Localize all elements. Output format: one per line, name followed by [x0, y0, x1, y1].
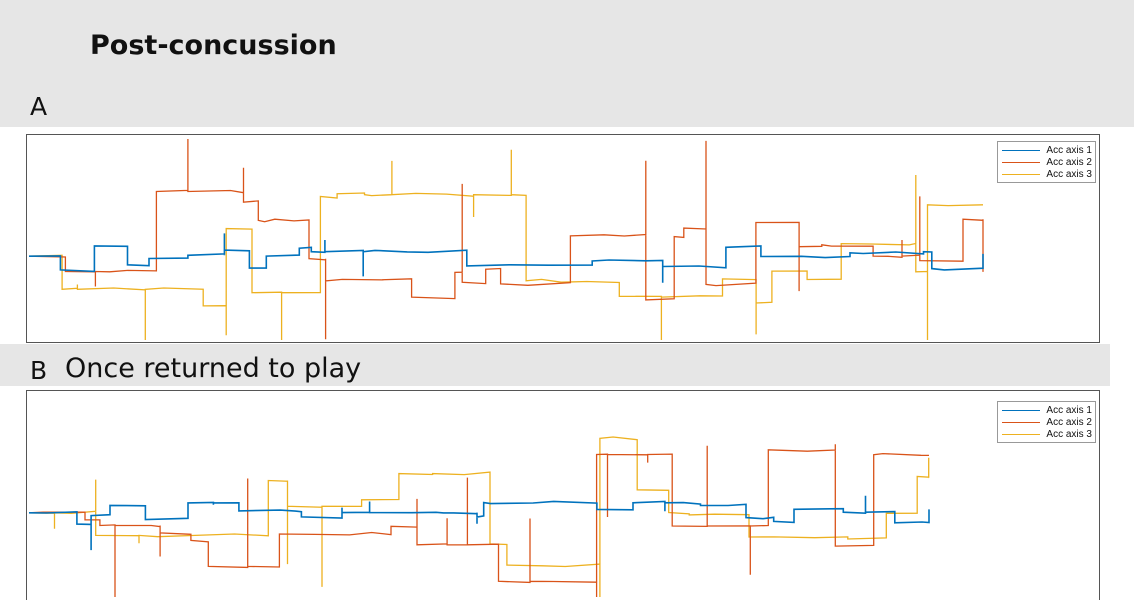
series-line-axis-2: [28, 139, 984, 340]
series-line-axis-3: [28, 149, 984, 340]
series-line-axis-2: [28, 444, 930, 597]
legend-entry-axis-3: Acc axis 3: [1002, 168, 1092, 180]
panel-a-plot: Acc axis 1 Acc axis 2 Acc axis 3: [26, 134, 1100, 343]
legend-swatch-axis-1: [1002, 409, 1041, 411]
panel-b-chart: [28, 436, 930, 597]
legend-label-axis-2: Acc axis 2: [1046, 156, 1092, 168]
series-line-axis-3: [28, 436, 930, 597]
legend-swatch-axis-2: [1002, 161, 1041, 163]
legend-entry-axis-1: Acc axis 1: [1002, 404, 1092, 416]
legend-entry-axis-2: Acc axis 2: [1002, 416, 1092, 428]
subtitle-band: [0, 344, 1110, 386]
panel-a-letter: A: [30, 92, 48, 121]
figure-title: Post-concussion: [90, 30, 337, 61]
panel-a-legend: Acc axis 1 Acc axis 2 Acc axis 3: [997, 141, 1096, 183]
panel-b-letter: B: [30, 356, 48, 385]
title-band: [0, 0, 1134, 127]
series-line-axis-1: [28, 233, 984, 283]
legend-swatch-axis-2: [1002, 421, 1041, 423]
panel-b-legend: Acc axis 1 Acc axis 2 Acc axis 3: [997, 401, 1096, 443]
legend-entry-axis-1: Acc axis 1: [1002, 144, 1092, 156]
legend-swatch-axis-3: [1002, 433, 1041, 435]
legend-label-axis-2: Acc axis 2: [1046, 416, 1092, 428]
panel-b-plot: Acc axis 1 Acc axis 2 Acc axis 3: [26, 390, 1100, 600]
legend-label-axis-1: Acc axis 1: [1046, 404, 1092, 416]
panel-b-title: Once returned to play: [65, 353, 362, 384]
legend-label-axis-3: Acc axis 3: [1046, 428, 1092, 440]
series-line-axis-1: [28, 495, 930, 551]
legend-entry-axis-3: Acc axis 3: [1002, 428, 1092, 440]
legend-swatch-axis-3: [1002, 173, 1041, 175]
legend-entry-axis-2: Acc axis 2: [1002, 156, 1092, 168]
legend-label-axis-3: Acc axis 3: [1046, 168, 1092, 180]
legend-swatch-axis-1: [1002, 149, 1041, 151]
legend-label-axis-1: Acc axis 1: [1046, 144, 1092, 156]
panel-a-chart: [28, 139, 984, 340]
